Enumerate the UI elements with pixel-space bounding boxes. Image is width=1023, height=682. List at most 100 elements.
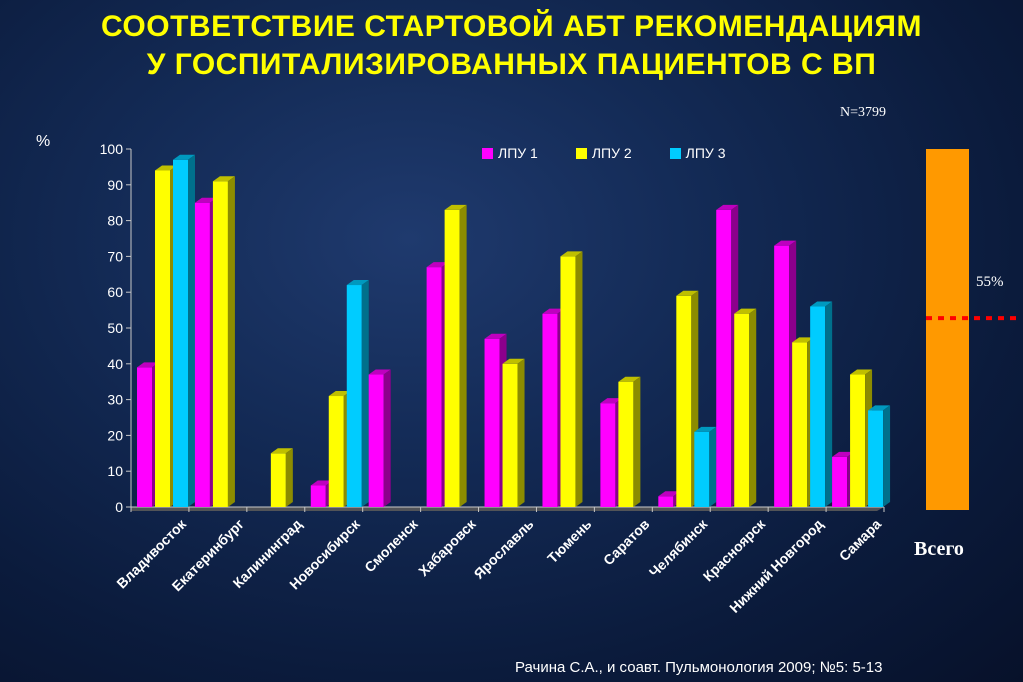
bar (618, 381, 634, 507)
y-tick-label: 10 (107, 463, 123, 479)
sample-size-label: N=3799 (840, 105, 887, 120)
y-tick-label: 0 (115, 499, 123, 515)
bar-top (444, 204, 467, 210)
legend-label-series2: ЛПУ 2 (591, 145, 632, 161)
y-tick-label: 90 (107, 177, 123, 193)
bar (426, 267, 442, 507)
bar-top (328, 391, 351, 397)
bar-side (459, 204, 467, 508)
total-bar (926, 149, 969, 510)
y-tick-label: 20 (107, 427, 123, 443)
legend-swatch-series3 (669, 147, 681, 159)
bar-top (346, 280, 369, 286)
y-tick-label: 80 (107, 213, 123, 229)
chart-legend: ЛПУ 1 ЛПУ 2 ЛПУ 3 (482, 145, 763, 161)
bar-top (542, 308, 565, 314)
bar-top (850, 369, 873, 375)
legend-swatch-series2 (575, 147, 587, 159)
x-category-label: Смоленск (361, 515, 421, 575)
bar-top (194, 197, 217, 203)
bar (368, 374, 384, 507)
bar (444, 209, 460, 508)
bar (676, 295, 692, 507)
bar (734, 313, 750, 507)
bar (137, 367, 152, 507)
y-tick-label: 50 (107, 320, 123, 336)
bar-top (368, 369, 391, 375)
slide-title: СООТВЕТСТВИЕ СТАРТОВОЙ АБТ РЕКОМЕНДАЦИЯМ… (0, 8, 1023, 84)
bar (560, 256, 576, 507)
y-tick-label: 60 (107, 284, 123, 300)
bar (173, 159, 188, 508)
bar-top (716, 204, 739, 210)
y-tick-label: 70 (107, 248, 123, 264)
bar-side (633, 376, 641, 507)
legend-item-series2: ЛПУ 2 (575, 145, 632, 161)
bar (716, 209, 732, 508)
bar (832, 456, 848, 507)
bar (194, 202, 210, 507)
bar-side (883, 405, 891, 507)
y-tick-label: 100 (100, 141, 124, 157)
citation: Рачина С.А., и соавт. Пульмонология 2009… (515, 659, 883, 676)
legend-label-series3: ЛПУ 3 (685, 145, 726, 161)
bar-side (517, 358, 525, 507)
bar (502, 363, 518, 507)
y-tick-label: 40 (107, 356, 123, 372)
bar-side (227, 176, 235, 507)
bar-top (173, 154, 195, 160)
bar (600, 403, 616, 507)
x-category-label: Ярославль (471, 516, 537, 582)
bar (694, 431, 710, 507)
bar (810, 306, 826, 507)
bar-top (734, 308, 757, 314)
bar-side (709, 426, 717, 507)
chart-floor (131, 507, 884, 511)
bar (850, 374, 866, 507)
bar (328, 396, 344, 507)
bar-top (426, 262, 449, 268)
bar-top (694, 426, 717, 432)
bar-side (749, 308, 757, 507)
bar-top (600, 398, 623, 404)
total-category-label: Всего (914, 538, 964, 560)
bar-top (868, 405, 891, 411)
bar (774, 245, 790, 507)
bar-side (383, 369, 391, 507)
bar-side (361, 280, 369, 507)
bar-top (502, 358, 525, 364)
bar-top (270, 448, 293, 454)
bar-top (810, 301, 833, 307)
bar-side (825, 301, 833, 507)
bar (270, 453, 286, 507)
bar (542, 313, 558, 507)
y-axis-unit-label: % (36, 133, 51, 150)
bar-top (618, 376, 641, 382)
bar (346, 285, 362, 507)
bar-top (155, 165, 177, 171)
bar-top (137, 362, 159, 368)
bar-top (676, 290, 699, 296)
title-line-2: У ГОСПИТАЛИЗИРОВАННЫХ ПАЦИЕНТОВ С ВП (146, 48, 877, 81)
x-category-label: Самара (836, 516, 884, 564)
bar-top (484, 333, 507, 339)
bar (658, 496, 674, 507)
bar-side (285, 448, 293, 507)
x-category-label: Тюмень (544, 516, 595, 567)
bar (868, 410, 884, 507)
bar-top (212, 176, 235, 182)
bar-top (792, 337, 815, 343)
legend-label-series1: ЛПУ 1 (498, 145, 538, 161)
bar-top (658, 491, 681, 497)
x-category-label: Саратов (600, 516, 653, 569)
bar-top (832, 451, 855, 457)
bar (310, 485, 326, 507)
legend-item-series3: ЛПУ 3 (669, 145, 726, 161)
x-category-label: Хабаровск (415, 515, 479, 579)
bar-side (188, 154, 195, 508)
legend-swatch-series1 (482, 147, 493, 159)
y-tick-label: 30 (107, 392, 123, 408)
legend-item-series1: ЛПУ 1 (482, 145, 538, 161)
bar (484, 338, 500, 507)
